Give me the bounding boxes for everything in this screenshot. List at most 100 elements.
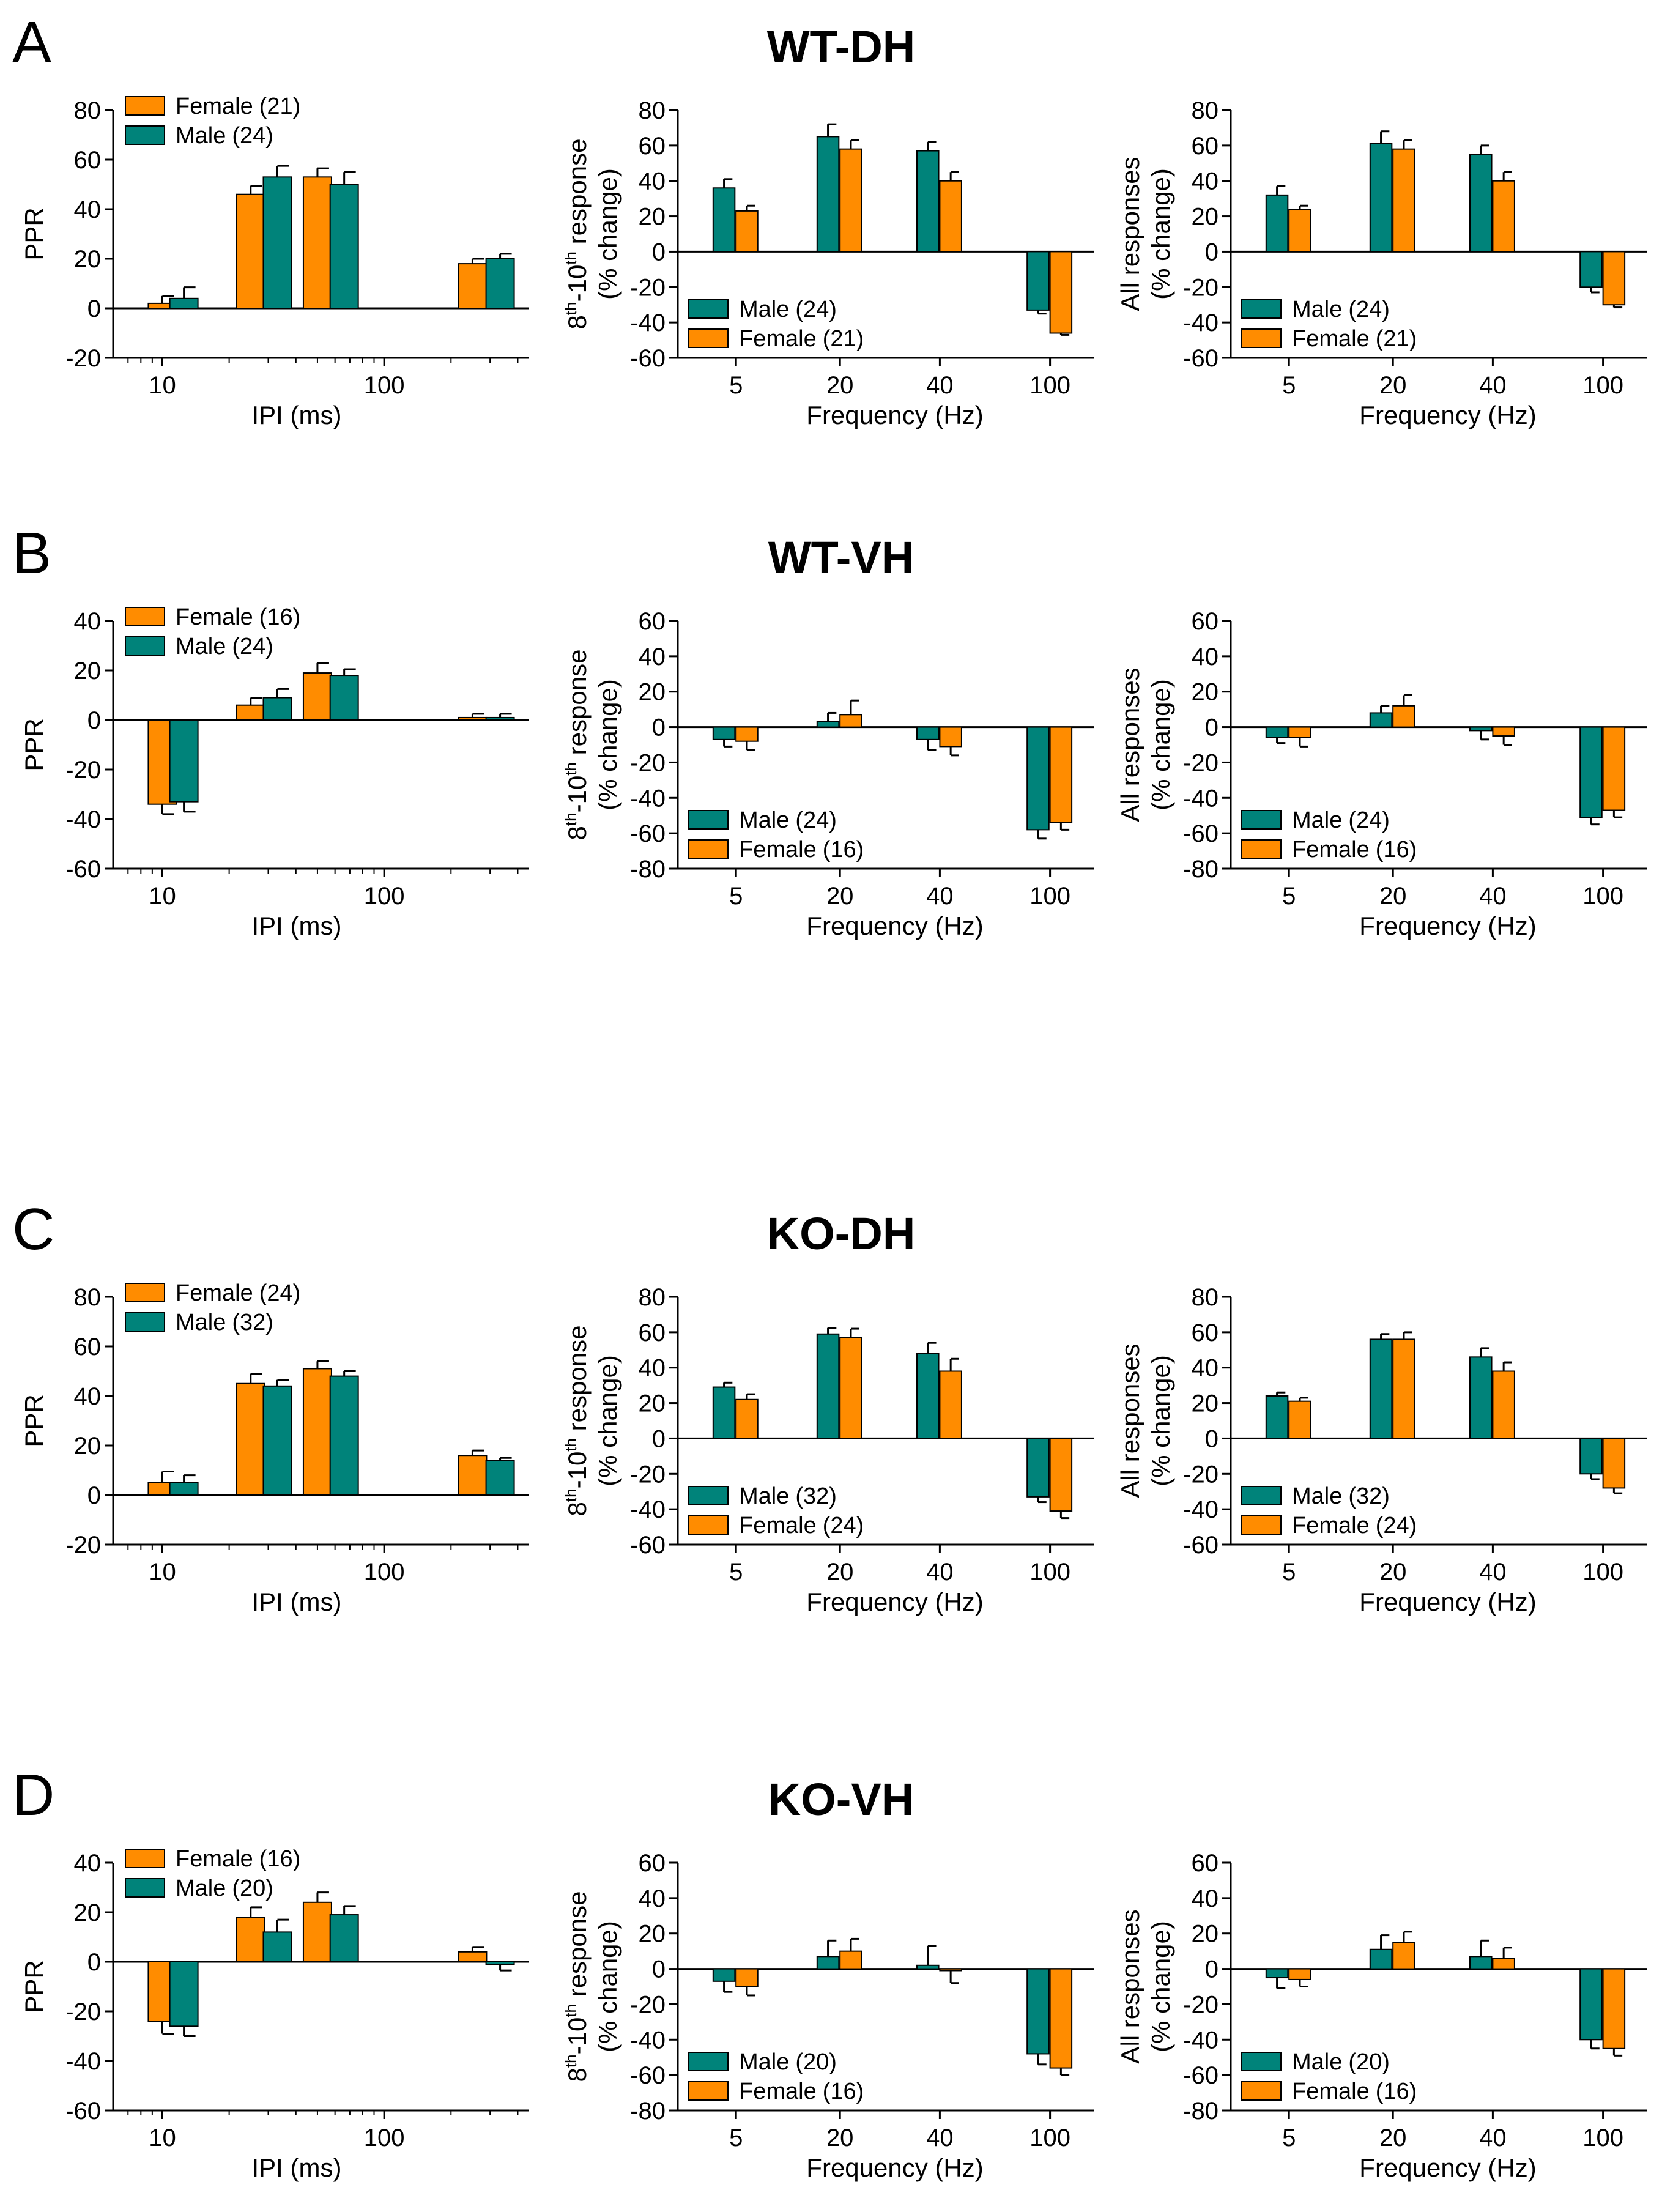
x-axis-label: IPI (ms)	[252, 1587, 342, 1616]
legend-label-male: Male (20)	[176, 1876, 273, 1901]
series-female	[147, 1891, 488, 2035]
bar	[816, 1333, 840, 1439]
x-axis-label: Frequency (Hz)	[806, 1587, 983, 1616]
y-tick-label: 20	[74, 1433, 102, 1460]
y-tick-label: -60	[1183, 1532, 1219, 1559]
y-label-part: th	[562, 2054, 580, 2068]
y-tick-label: 40	[1192, 644, 1219, 670]
y-label-part: th	[562, 1488, 580, 1502]
y-axis-label: PPR	[20, 207, 48, 260]
y-axis-label: 8th-10th response (% change)	[562, 1326, 622, 1516]
legend-label-male: Male (24)	[1292, 297, 1390, 322]
bar	[1265, 1395, 1289, 1439]
x-tick-label: 100	[364, 2125, 405, 2151]
bar	[1369, 1338, 1393, 1439]
y-tick-label: 40	[639, 1885, 666, 1912]
y-tick-label: -60	[1183, 2062, 1219, 2089]
y-tick-label: 60	[74, 1334, 102, 1360]
bar	[939, 1968, 962, 1972]
legend-n: (24)	[1376, 1513, 1417, 1538]
x-tick-label: 20	[826, 372, 854, 399]
y-axis-label: PPR	[20, 1960, 48, 2013]
y-tick-label: -20	[65, 757, 101, 784]
bar	[816, 1956, 840, 1970]
x-tick-label: 5	[1282, 2125, 1296, 2151]
series-male	[712, 1939, 1050, 2066]
legend-group-name: Female	[176, 1280, 253, 1306]
y-axis-label-line1: 8th-10th response	[562, 650, 592, 841]
y-tick-label: -20	[630, 749, 666, 776]
bar	[1492, 1370, 1515, 1439]
series-male	[712, 1327, 1050, 1504]
series-male	[169, 668, 515, 813]
y-axis-label-line2: (% change)	[593, 679, 622, 811]
y-axis-label: All responses (% change)	[1116, 157, 1175, 311]
y-tick-label: 0	[652, 714, 666, 741]
legend-label-female: Female (24)	[739, 1513, 864, 1538]
panel-letter: B	[12, 521, 51, 586]
y-tick-label: -20	[1183, 274, 1219, 301]
panel-letter: D	[12, 1762, 54, 1828]
legend-group-name: Male	[176, 123, 226, 149]
legend-label-female: Female (16)	[739, 2079, 864, 2104]
legend: Female (24) Male (32)	[125, 1280, 300, 1335]
x-tick-label: 100	[1582, 1559, 1623, 1586]
y-tick-label: 80	[74, 1284, 102, 1311]
bar	[1602, 726, 1626, 811]
x-axis-label: Frequency (Hz)	[1359, 911, 1536, 940]
legend-group-name: Female	[739, 326, 817, 352]
bar	[236, 193, 265, 310]
x-tick-label: 5	[1282, 883, 1296, 910]
y-axis-label-line2: (% change)	[593, 1921, 622, 2052]
legend-label-male: Male (32)	[176, 1310, 273, 1335]
x-axis-label: Frequency (Hz)	[1359, 1587, 1536, 1616]
chart-ppr: -60 -40 -20 0 20 40 10 100 IPI (ms) PPR Female (16)…	[20, 604, 529, 940]
legend-n: (32)	[232, 1310, 273, 1335]
y-tick-label: 20	[639, 679, 666, 706]
legend-n: (24)	[232, 634, 273, 659]
x-axis-label: IPI (ms)	[252, 911, 342, 940]
legend-n: (16)	[259, 604, 301, 630]
bar	[1392, 1338, 1415, 1439]
y-axis-label-line2: (% change)	[593, 1355, 622, 1486]
legend-n: (16)	[823, 2079, 864, 2104]
bar	[169, 1961, 199, 2027]
y-tick-label: -40	[1183, 1496, 1219, 1523]
legend-swatch-male	[125, 1878, 165, 1898]
y-tick-label: -80	[1183, 2098, 1219, 2125]
y-tick-label: -20	[630, 1461, 666, 1488]
y-axis-label-line2: (% change)	[1146, 679, 1175, 811]
y-tick-label: -40	[630, 785, 666, 812]
y-axis-label-line1: All responses	[1116, 1343, 1144, 1498]
x-tick-label: 20	[826, 883, 854, 910]
bar	[1602, 1438, 1626, 1489]
bar	[329, 184, 359, 309]
bar	[1026, 251, 1050, 311]
bar	[1392, 148, 1415, 253]
x-tick-label: 20	[826, 1559, 854, 1586]
legend-swatch-male	[688, 299, 729, 319]
x-tick-label: 20	[1379, 883, 1407, 910]
y-axis-label-line1: 8th-10th response	[562, 1891, 592, 2082]
x-tick-label: 40	[926, 1559, 954, 1586]
y-tick-label: 80	[1192, 97, 1219, 124]
bar	[1026, 726, 1050, 831]
y-axis-label-line1: 8th-10th response	[562, 1326, 592, 1516]
legend: Male (24) Female (21)	[1241, 297, 1417, 352]
series-female	[735, 1937, 1073, 2076]
y-tick-label: 0	[87, 295, 101, 322]
legend: Male (24) Female (16)	[688, 807, 864, 863]
legend-n: (24)	[795, 807, 837, 833]
legend-label-female: Female (24)	[176, 1280, 300, 1306]
y-label-part: -10	[563, 2017, 592, 2055]
legend: Female (16) Male (24)	[125, 604, 300, 659]
y-tick-label: 40	[74, 196, 102, 223]
series-female	[735, 1327, 1073, 1520]
series-male	[1265, 705, 1603, 826]
legend-swatch-male	[688, 1486, 729, 1505]
bar	[1265, 194, 1289, 253]
bar	[1265, 726, 1289, 738]
y-tick-label: -60	[630, 1532, 666, 1559]
y-tick-label: 20	[74, 1899, 102, 1926]
